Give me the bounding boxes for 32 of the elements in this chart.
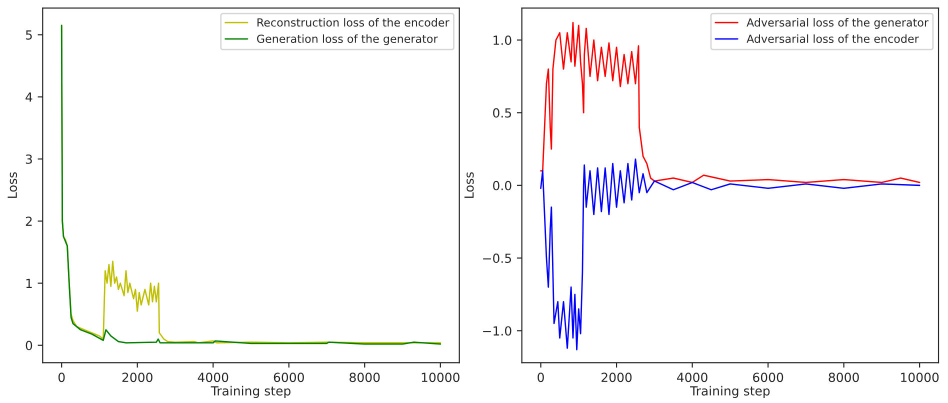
x-tick-label: 2000 (602, 372, 632, 382)
y-tick-label: 4 (26, 92, 32, 102)
y-tick-label: −0.5 (483, 254, 512, 263)
y-tick-label: −1.0 (483, 326, 512, 336)
x-tick-label: 10000 (901, 372, 939, 382)
legend-label: Adversarial loss of the generator (746, 18, 929, 29)
y-axis-title: Loss (8, 172, 18, 198)
x-tick-label: 4000 (677, 372, 708, 382)
x-axis-title: Training step (690, 386, 770, 398)
x-tick-label: 0 (58, 372, 65, 382)
y-tick-label: 1 (26, 278, 32, 288)
x-tick-label: 6000 (753, 372, 784, 382)
x-tick-label: 8000 (828, 372, 859, 382)
y-tick-label: 5 (26, 30, 32, 40)
legend-label: Reconstruction loss of the encoder (258, 18, 450, 27)
x-tick-label: 4000 (198, 372, 228, 382)
y-tick-label: 0 (26, 340, 32, 350)
y-axis-title: Loss (464, 172, 474, 198)
y-tick-label: 2 (26, 216, 32, 226)
y-tick-label: 0.0 (493, 180, 512, 190)
line-series (540, 158, 920, 350)
legend-label: Generation loss of the generator (257, 34, 438, 46)
x-tick-label: 2000 (122, 372, 152, 382)
y-tick-label: 1.0 (494, 36, 512, 45)
x-tick-label: 0 (538, 372, 544, 382)
y-tick-label: 3 (26, 154, 32, 164)
x-tick-label: 10000 (422, 372, 460, 382)
x-axis-title: Training step (210, 386, 290, 398)
x-tick-label: 6000 (274, 372, 304, 382)
legend-label: Adversarial loss of the encoder (746, 34, 919, 43)
x-tick-label: 8000 (350, 372, 380, 382)
y-tick-label: 0.5 (493, 108, 512, 118)
